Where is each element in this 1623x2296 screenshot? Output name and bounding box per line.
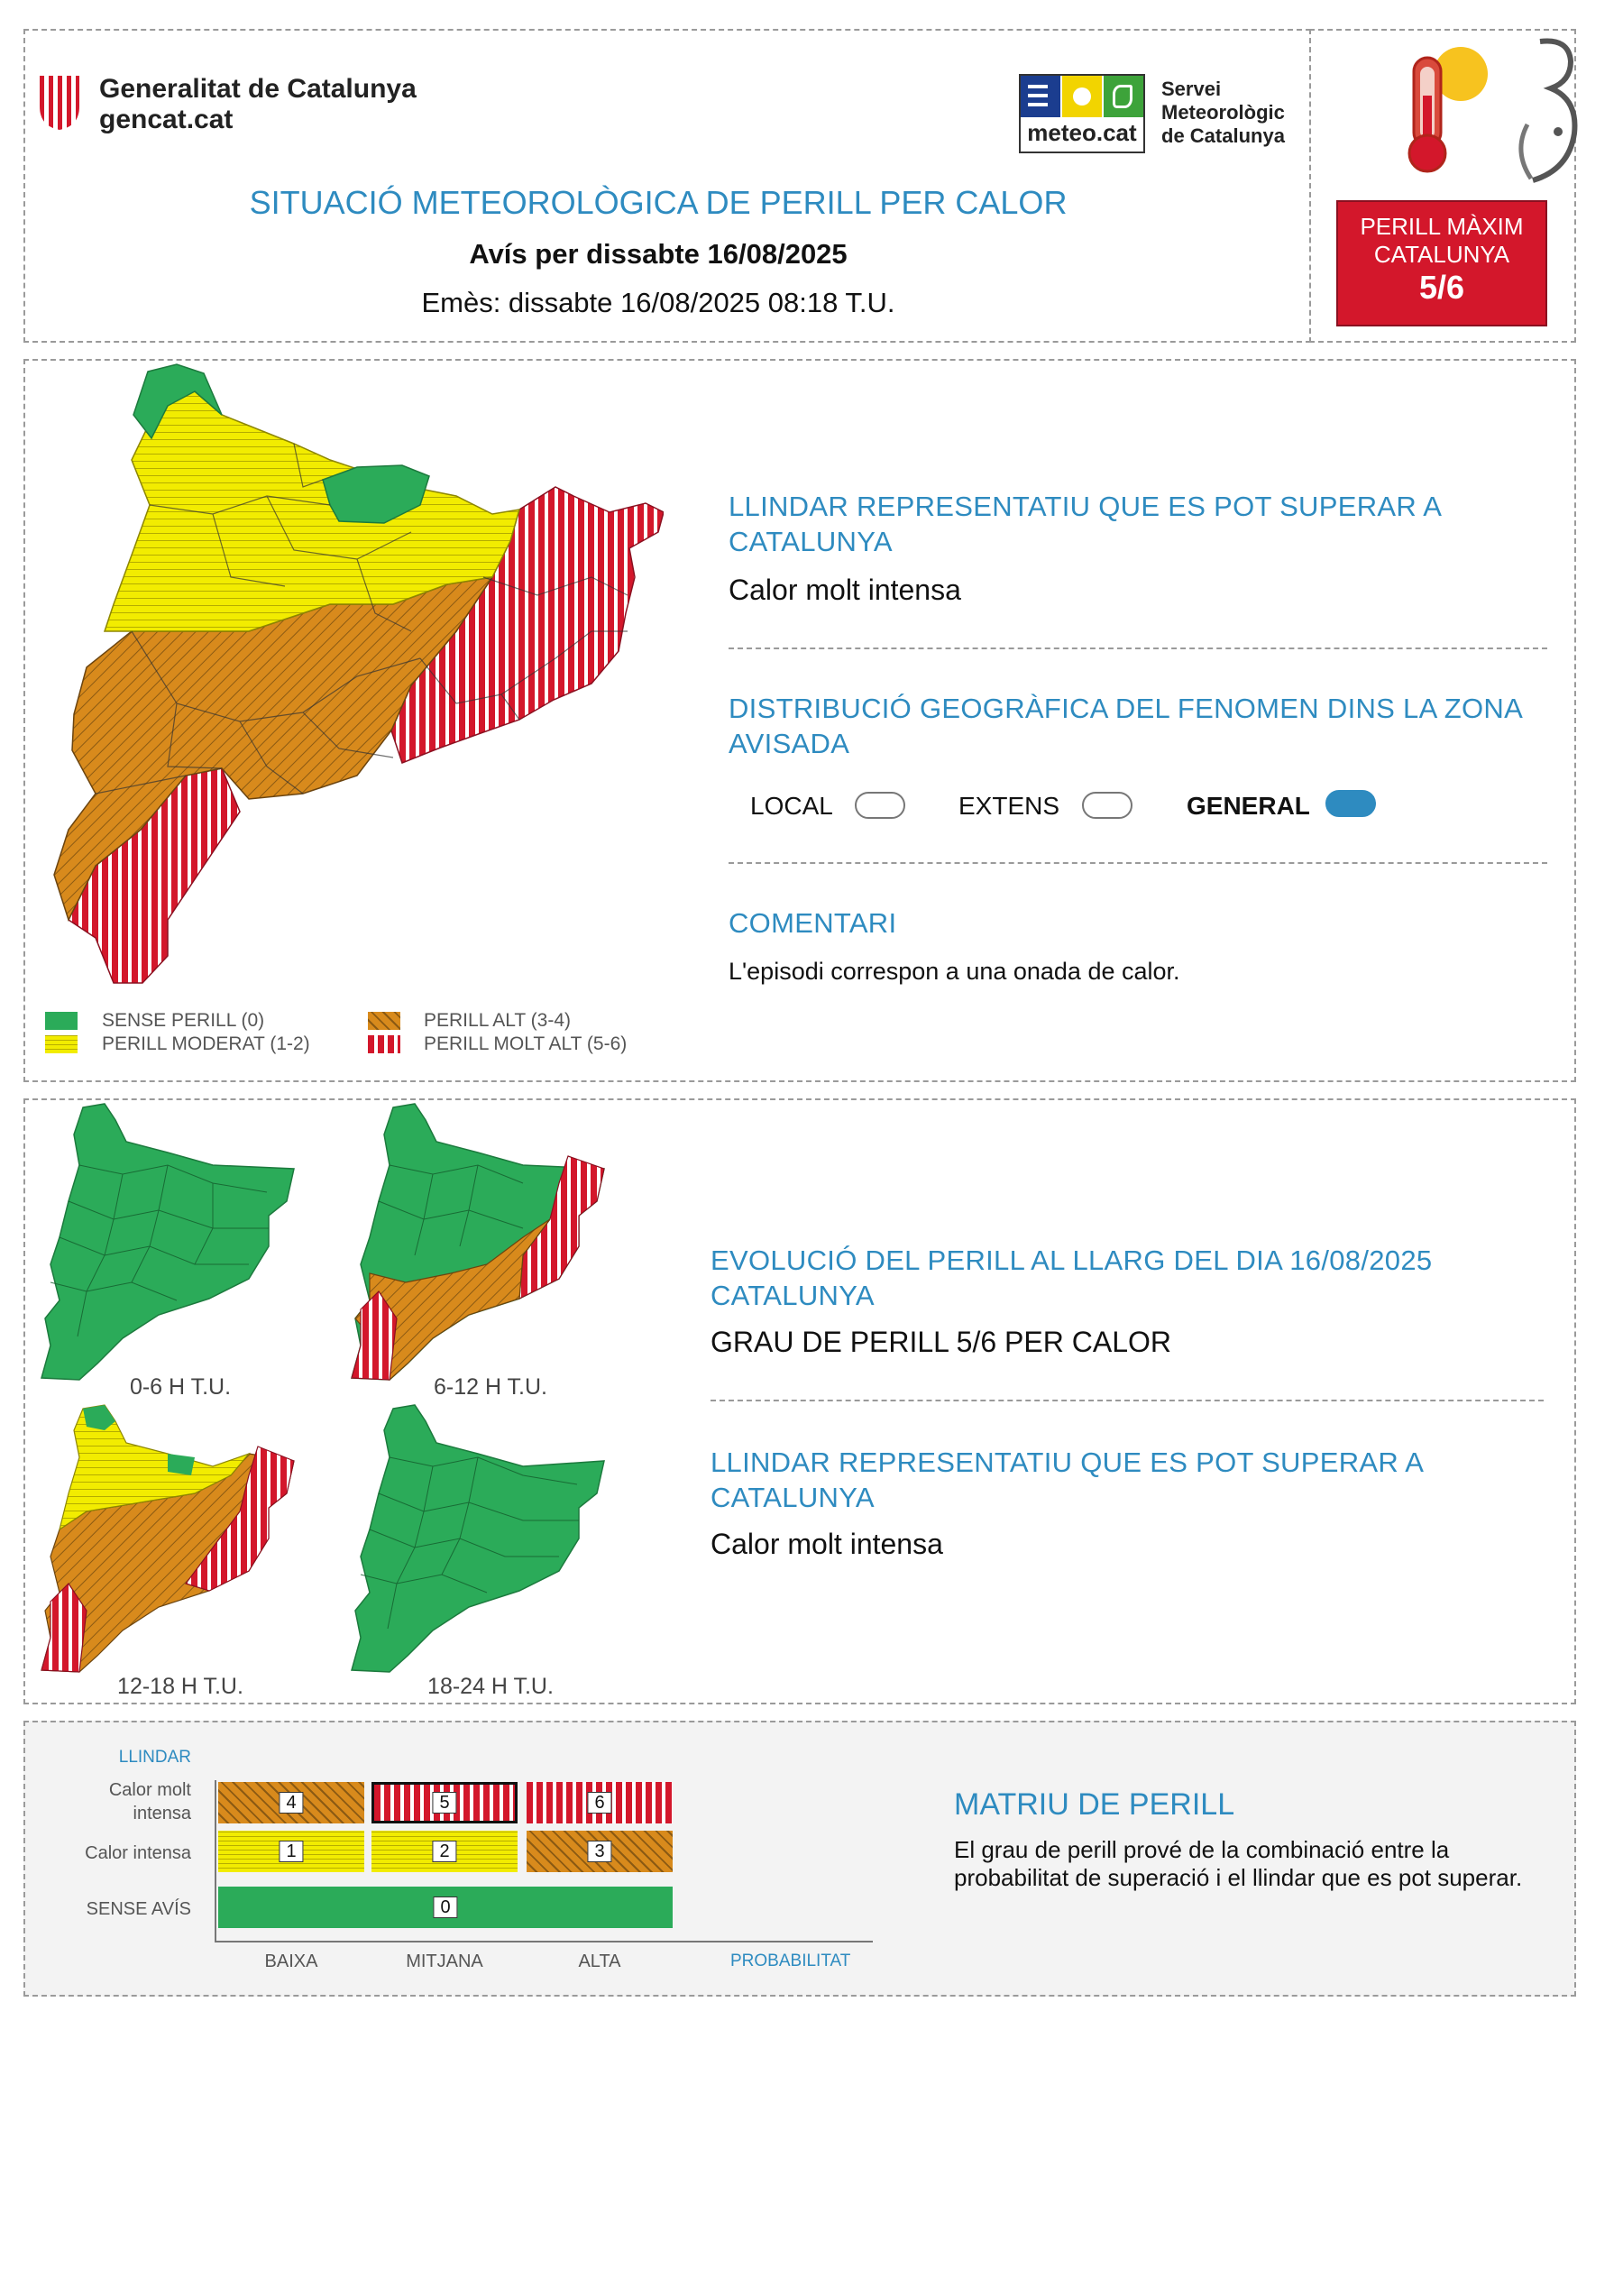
map-period-6-12 bbox=[343, 1102, 613, 1391]
max-danger-line1: PERILL MÀXIM bbox=[1360, 213, 1524, 240]
divider bbox=[711, 1400, 1544, 1401]
smc-line2: Meteorològic bbox=[1161, 101, 1285, 124]
period-label-0-6: 0-6 H T.U. bbox=[129, 1374, 232, 1400]
matrix-cell-1-value: 1 bbox=[279, 1841, 304, 1862]
page-title: SITUACIÓ METEOROLÒGICA DE PERILL PER CAL… bbox=[249, 184, 1068, 221]
legend-swatch-green bbox=[45, 1012, 78, 1030]
matrix-row-label-3: SENSE AVÍS bbox=[86, 1899, 191, 1919]
matrix-row-label-2: Calor intensa bbox=[85, 1843, 191, 1863]
distribution-extens-toggle[interactable] bbox=[1082, 792, 1132, 819]
map-period-18-24 bbox=[343, 1403, 613, 1683]
generalitat-name: Generalitat de Catalunya bbox=[99, 74, 417, 104]
evolution-threshold-title: LLINDAR REPRESENTATIU QUE ES POT SUPERAR… bbox=[711, 1446, 1423, 1513]
matrix-cell-0-value: 0 bbox=[433, 1896, 458, 1918]
smc-name: Servei Meteorològic de Catalunya bbox=[1161, 78, 1285, 148]
map-zone-green-nw bbox=[133, 363, 223, 440]
matrix-x-label-baixa: BAIXA bbox=[264, 1952, 318, 1971]
matrix-cell-4: 4 bbox=[218, 1782, 364, 1823]
matrix-cell-6: 6 bbox=[527, 1782, 673, 1823]
matrix-y-axis-title: LLINDAR bbox=[118, 1748, 191, 1767]
map-period-12-18 bbox=[32, 1403, 303, 1683]
period-label-12-18: 12-18 H T.U. bbox=[117, 1674, 243, 1699]
threshold-value: Calor molt intensa bbox=[729, 574, 961, 606]
legend-swatch-orange bbox=[368, 1012, 400, 1030]
generalitat-logo bbox=[36, 72, 83, 132]
matrix-x-axis bbox=[215, 1941, 873, 1942]
map-period-0-6 bbox=[32, 1102, 303, 1391]
matrix-cell-4-value: 4 bbox=[279, 1792, 304, 1814]
gencat-link[interactable]: gencat.cat bbox=[99, 105, 234, 134]
evolution-panel bbox=[23, 1098, 1576, 1704]
divider bbox=[729, 862, 1547, 864]
meteocat-logo: meteo.cat bbox=[1019, 74, 1145, 153]
matrix-cell-2-value: 2 bbox=[432, 1841, 457, 1862]
matrix-cell-5-value: 5 bbox=[432, 1792, 457, 1814]
map-icon bbox=[1113, 85, 1132, 108]
main-danger-map bbox=[32, 361, 665, 992]
matrix-cell-2: 2 bbox=[371, 1831, 518, 1872]
meteocat-text: meteo.cat bbox=[1027, 119, 1137, 146]
matrix-cell-6-value: 6 bbox=[587, 1792, 612, 1814]
matrix-y-axis bbox=[215, 1780, 216, 1942]
distribution-general-label: GENERAL bbox=[1187, 792, 1310, 820]
max-danger-badge: PERILL MÀXIM CATALUNYA 5/6 bbox=[1336, 200, 1547, 326]
period-label-18-24: 18-24 H T.U. bbox=[427, 1674, 554, 1699]
map-zone-green-n bbox=[322, 464, 430, 524]
distribution-extens-label: EXTENS bbox=[958, 792, 1060, 820]
legend-label-red: PERILL MOLT ALT (5-6) bbox=[424, 1033, 628, 1054]
comment-text: L'episodi correspon a una onada de calor… bbox=[729, 958, 1180, 985]
warning-date: Avís per dissabte 16/08/2025 bbox=[469, 238, 848, 270]
evolution-threshold-value: Calor molt intensa bbox=[711, 1528, 943, 1560]
matrix-cell-1: 1 bbox=[218, 1831, 364, 1872]
matrix-cell-5: 5 bbox=[371, 1782, 518, 1823]
matrix-x-label-alta: ALTA bbox=[578, 1952, 621, 1971]
matrix-x-label-mitjana: MITJANA bbox=[406, 1952, 483, 1971]
matrix-cell-0: 0 bbox=[218, 1887, 673, 1928]
distribution-title: DISTRIBUCIÓ GEOGRÀFICA DEL FENOMEN DINS … bbox=[729, 693, 1522, 759]
thermometer-sun-icon bbox=[1396, 41, 1504, 177]
sun-icon bbox=[1073, 87, 1091, 106]
legend-swatch-red bbox=[368, 1035, 400, 1053]
legend-label-green: SENSE PERILL (0) bbox=[102, 1010, 265, 1031]
evolution-title: EVOLUCIÓ DEL PERILL AL LLARG DEL DIA 16/… bbox=[711, 1244, 1433, 1311]
smc-line1: Servei bbox=[1161, 78, 1222, 100]
legend-label-yellow: PERILL MODERAT (1-2) bbox=[102, 1033, 310, 1054]
comment-title: COMENTARI bbox=[729, 907, 897, 939]
max-danger-value: 5/6 bbox=[1418, 269, 1465, 306]
matrix-cell-3: 3 bbox=[527, 1831, 673, 1872]
threshold-title: LLINDAR REPRESENTATIU QUE ES POT SUPERAR… bbox=[729, 491, 1441, 557]
legend-label-orange: PERILL ALT (3-4) bbox=[424, 1010, 572, 1031]
max-danger-box bbox=[1309, 29, 1576, 343]
smc-line3: de Catalunya bbox=[1161, 124, 1285, 147]
distribution-local-label: LOCAL bbox=[750, 792, 833, 820]
matrix-title: MATRIU DE PERILL bbox=[954, 1787, 1235, 1822]
matrix-x-axis-title: PROBABILITAT bbox=[730, 1952, 851, 1970]
evolution-value: GRAU DE PERILL 5/6 PER CALOR bbox=[711, 1326, 1171, 1358]
divider bbox=[729, 647, 1547, 649]
distribution-general-toggle[interactable] bbox=[1325, 790, 1376, 817]
distribution-local-toggle[interactable] bbox=[855, 792, 905, 819]
issued-timestamp: Emès: dissabte 16/08/2025 08:18 T.U. bbox=[421, 287, 895, 318]
matrix-row-label-1: Calor molt intensa bbox=[54, 1778, 191, 1825]
main-panel bbox=[23, 359, 1576, 1082]
matrix-description: El grau de perill prové de la combinació… bbox=[954, 1836, 1523, 1891]
matrix-row-label-1-text: Calor molt intensa bbox=[108, 1780, 191, 1823]
legend-swatch-yellow bbox=[45, 1035, 78, 1053]
matrix-cell-3-value: 3 bbox=[587, 1841, 612, 1862]
period-label-6-12: 6-12 H T.U. bbox=[434, 1374, 547, 1400]
b-watermark-icon bbox=[1506, 34, 1583, 186]
max-danger-line2: CATALUNYA bbox=[1373, 241, 1510, 268]
